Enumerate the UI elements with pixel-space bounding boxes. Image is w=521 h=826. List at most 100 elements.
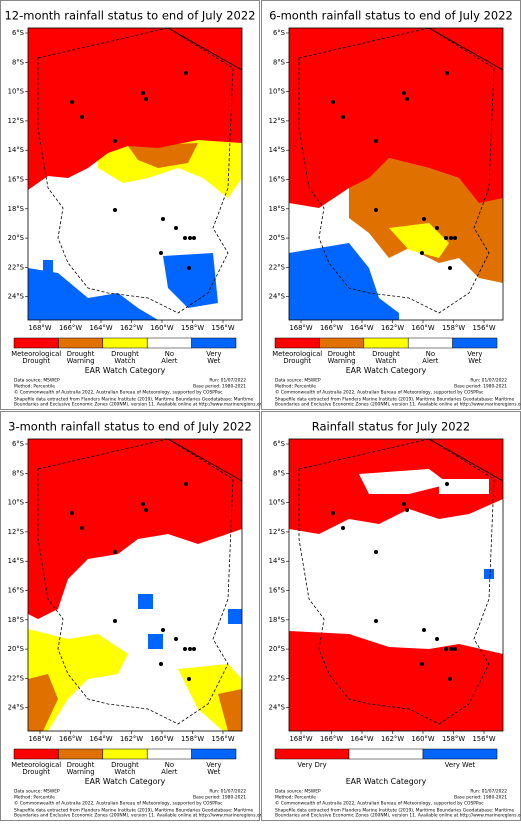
island [141, 91, 145, 95]
y-tick-label: 24°S [8, 704, 24, 712]
island [184, 71, 188, 75]
y-tick-label: 20°S [8, 645, 24, 653]
y-tick-label: 16°S [8, 176, 24, 184]
y-tick-label: 14°S [269, 146, 285, 154]
island [448, 266, 452, 270]
legend-swatch [14, 749, 58, 759]
legend-swatch [103, 338, 147, 348]
island [331, 100, 335, 104]
legend-label: Very Dry [297, 761, 326, 769]
x-tick-label: 158°W [442, 735, 465, 743]
island [144, 97, 148, 101]
base-period: Base period: 1980-2021 [193, 795, 246, 801]
island [435, 637, 439, 641]
x-tick-label: 164°W [89, 324, 112, 332]
island [331, 511, 335, 515]
island [161, 628, 165, 632]
legend-label: Warning [67, 768, 95, 776]
x-tick-label: 168°W [289, 324, 312, 332]
island [420, 251, 424, 255]
legend-label: Alert [161, 357, 178, 365]
island [188, 647, 192, 651]
island [402, 91, 406, 95]
x-tick-label: 162°W [120, 735, 143, 743]
island [188, 236, 192, 240]
rainfall-region [148, 634, 163, 649]
legend-label: Wet [468, 357, 482, 365]
legend-swatch [192, 749, 236, 759]
copyright: © Commonwealth of Australia 2022, Austra… [275, 389, 484, 396]
island [435, 226, 439, 230]
y-tick-label: 6°S [273, 440, 285, 448]
x-tick-label: 162°W [381, 735, 404, 743]
legend-caption: EAR Watch Category [85, 777, 166, 786]
y-tick-label: 16°S [269, 176, 285, 184]
legend-swatch [14, 338, 58, 348]
island [420, 662, 424, 666]
island [374, 550, 378, 554]
legend-label: Warning [328, 357, 356, 365]
map [28, 439, 242, 731]
run-date: Run: 01/07/2022 [209, 789, 246, 795]
island [374, 208, 378, 212]
island [159, 251, 163, 255]
island [187, 266, 191, 270]
island [405, 97, 409, 101]
legend-swatch [58, 749, 102, 759]
island [144, 508, 148, 512]
y-tick-label: 20°S [269, 645, 285, 653]
island [444, 647, 448, 651]
legend-label: Watch [114, 768, 135, 776]
panel: 12-month rainfall status to end of July … [1, 1, 267, 410]
y-tick-label: 6°S [12, 440, 24, 448]
y-tick-label: 20°S [269, 234, 285, 242]
y-tick-label: 22°S [8, 674, 24, 682]
run-date: Run: 01/07/2022 [470, 378, 507, 384]
map [289, 28, 503, 320]
x-tick-label: 160°W [411, 324, 434, 332]
y-tick-label: 24°S [269, 704, 285, 712]
island [141, 502, 145, 506]
shapefile-credit: Boundaries and Exclusive Economic Zones … [275, 402, 521, 408]
island [159, 662, 163, 666]
x-tick-label: 156°W [472, 735, 495, 743]
run-date: Run: 01/07/2022 [470, 789, 507, 795]
run-date: Run: 01/07/2022 [209, 378, 246, 384]
island [422, 628, 426, 632]
rainfall-region [228, 609, 242, 624]
island [113, 619, 117, 623]
legend-swatch [58, 338, 102, 348]
shapefile-credit: Boundaries and Exclusive Economic Zones … [275, 813, 521, 819]
y-tick-label: 16°S [8, 587, 24, 595]
x-tick-label: 166°W [59, 324, 82, 332]
x-tick-label: 158°W [181, 735, 204, 743]
y-tick-label: 14°S [8, 557, 24, 565]
copyright: © Commonwealth of Australia 2022, Austra… [14, 389, 223, 396]
legend-swatch [408, 338, 452, 348]
legend-label: Drought [283, 357, 311, 365]
x-tick-label: 162°W [381, 324, 404, 332]
legend-swatch [319, 338, 363, 348]
map [289, 439, 503, 731]
y-tick-label: 22°S [269, 674, 285, 682]
legend-label: Warning [67, 357, 95, 365]
y-tick-label: 24°S [269, 293, 285, 301]
copyright: © Commonwealth of Australia 2022, Austra… [275, 800, 484, 807]
rainfall-region [138, 594, 153, 609]
y-tick-label: 12°S [8, 117, 24, 125]
island [402, 502, 406, 506]
island [113, 208, 117, 212]
legend-label: Watch [114, 357, 135, 365]
y-tick-label: 10°S [8, 88, 24, 96]
y-tick-label: 6°S [273, 29, 285, 37]
legend-label: Watch [375, 357, 396, 365]
y-tick-label: 18°S [8, 205, 24, 213]
panel-title: 3-month rainfall status to end of July 2… [8, 420, 252, 434]
legend-swatch [275, 749, 349, 759]
island [113, 550, 117, 554]
island [422, 217, 426, 221]
island [192, 236, 196, 240]
island [174, 226, 178, 230]
x-tick-label: 158°W [442, 324, 465, 332]
y-tick-label: 18°S [8, 616, 24, 624]
